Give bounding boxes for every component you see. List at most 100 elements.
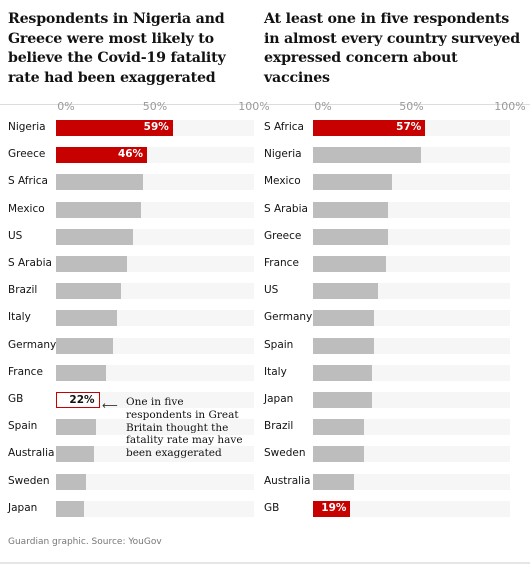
right-bar-row: Sweden bbox=[264, 441, 526, 468]
right-bar bbox=[313, 201, 388, 218]
right-chart-title: At least one in five respondents in almo… bbox=[264, 11, 520, 86]
right-bar bbox=[313, 419, 365, 436]
right-bar-track bbox=[313, 337, 510, 354]
right-category-label: Australia bbox=[264, 474, 311, 487]
left-category-label: France bbox=[8, 365, 43, 378]
left-category-label: Mexico bbox=[8, 202, 45, 215]
right-bar-track bbox=[313, 419, 510, 436]
source-credit: Guardian graphic. Source: YouGov bbox=[8, 537, 162, 547]
right-bar-row: Brazil bbox=[264, 414, 526, 441]
right-category-label: GB bbox=[264, 501, 280, 514]
left-panel: Respondents in Nigeria and Greece were m… bbox=[8, 10, 254, 90]
right-bar-track bbox=[313, 473, 510, 490]
left-bar-track bbox=[56, 310, 254, 327]
left-category-label: Brazil bbox=[8, 284, 38, 297]
right-bar: 19% bbox=[313, 500, 351, 517]
right-bar-track: 57% bbox=[313, 120, 510, 136]
right-bar-track bbox=[313, 283, 510, 300]
left-category-label: Greece bbox=[8, 148, 46, 161]
right-category-label: Mexico bbox=[264, 175, 301, 188]
right-bar bbox=[313, 147, 422, 164]
right-data-label: 57% bbox=[396, 121, 422, 133]
right-bar-track bbox=[313, 174, 510, 191]
right-bar-track bbox=[313, 392, 510, 408]
left-bar bbox=[56, 500, 84, 517]
right-bar-row: Australia bbox=[264, 469, 526, 496]
left-bar-row: Italy bbox=[8, 305, 254, 332]
left-category-label: Italy bbox=[8, 311, 31, 324]
left-category-label: S Africa bbox=[8, 175, 48, 188]
left-bar bbox=[56, 446, 94, 463]
left-bar-row: Brazil bbox=[8, 278, 254, 305]
left-bar-row: Mexico bbox=[8, 197, 254, 224]
right-bar bbox=[313, 283, 378, 300]
right-bar-track bbox=[313, 201, 510, 218]
left-bar-row: Australia bbox=[8, 441, 254, 468]
right-bar bbox=[313, 174, 392, 191]
right-bar-track bbox=[313, 228, 510, 245]
right-category-label: Greece bbox=[264, 229, 302, 242]
left-bar: 46% bbox=[56, 147, 148, 164]
right-bar-row: GB 19% bbox=[264, 496, 526, 523]
right-bar-row: S Arabia bbox=[264, 197, 526, 224]
left-category-label: Sweden bbox=[8, 474, 50, 487]
left-bar-row: S Africa bbox=[8, 169, 254, 196]
right-bar bbox=[313, 256, 386, 272]
right-bar bbox=[313, 310, 375, 327]
left-data-label: 46% bbox=[117, 148, 144, 161]
left-bar: 59% bbox=[56, 120, 173, 136]
left-bar-row: Japan bbox=[8, 496, 254, 523]
gb-annotation: One in five respondents in Great Britain… bbox=[126, 396, 243, 460]
annotation-arrow: ⟵ bbox=[102, 399, 118, 412]
left-bar-track bbox=[56, 201, 254, 218]
right-tick-label: 0% bbox=[314, 100, 332, 113]
left-category-label: S Arabia bbox=[8, 257, 52, 269]
left-bar-track bbox=[56, 174, 254, 191]
right-bar-track bbox=[313, 364, 510, 381]
right-category-label: Germany bbox=[264, 311, 313, 324]
right-bar-row: Spain bbox=[264, 333, 526, 360]
right-bar-track bbox=[313, 147, 510, 164]
left-category-label: Australia bbox=[8, 447, 55, 460]
right-bar-track bbox=[313, 446, 510, 463]
left-bar-row: France bbox=[8, 360, 254, 387]
left-bar-row: Germany bbox=[8, 333, 254, 360]
right-bar-row: S Africa 57% bbox=[264, 115, 526, 142]
right-bar-row: France bbox=[264, 251, 526, 278]
right-category-label: S Africa bbox=[264, 121, 304, 133]
right-category-label: France bbox=[264, 257, 299, 269]
left-category-label: Nigeria bbox=[8, 121, 46, 133]
right-bar-track bbox=[313, 310, 510, 327]
left-bar bbox=[56, 473, 86, 490]
left-bar-track bbox=[56, 283, 254, 300]
left-bar-track: 22% bbox=[56, 392, 254, 408]
left-bar-track bbox=[56, 500, 254, 517]
left-bar-track bbox=[56, 228, 254, 245]
left-bar-row: Greece 46% bbox=[8, 142, 254, 169]
left-category-label: US bbox=[8, 229, 23, 242]
left-bar-track bbox=[56, 446, 254, 463]
left-bar bbox=[56, 283, 122, 300]
right-category-label: Nigeria bbox=[264, 148, 302, 161]
left-data-label: 22% bbox=[69, 394, 95, 406]
left-bar-track: 46% bbox=[56, 147, 254, 164]
right-category-label: Spain bbox=[264, 338, 294, 351]
left-bar bbox=[56, 201, 142, 218]
right-divider bbox=[264, 104, 530, 105]
right-category-label: S Arabia bbox=[264, 202, 308, 215]
right-category-label: Japan bbox=[264, 393, 294, 405]
left-bar-track bbox=[56, 364, 254, 381]
bottom-divider bbox=[0, 562, 530, 564]
left-bar-row: Sweden bbox=[8, 469, 254, 496]
right-bar bbox=[313, 364, 373, 381]
right-bar-track bbox=[313, 256, 510, 272]
left-bar: 22% bbox=[56, 392, 100, 408]
right-panel: At least one in five respondents in almo… bbox=[264, 10, 526, 90]
left-bar-track bbox=[56, 337, 254, 354]
left-bar bbox=[56, 228, 134, 245]
left-bar bbox=[56, 310, 118, 327]
right-bar-row: Italy bbox=[264, 360, 526, 387]
right-bar bbox=[313, 392, 373, 408]
right-bar-row: Japan bbox=[264, 387, 526, 414]
left-tick-label: 0% bbox=[57, 100, 75, 113]
